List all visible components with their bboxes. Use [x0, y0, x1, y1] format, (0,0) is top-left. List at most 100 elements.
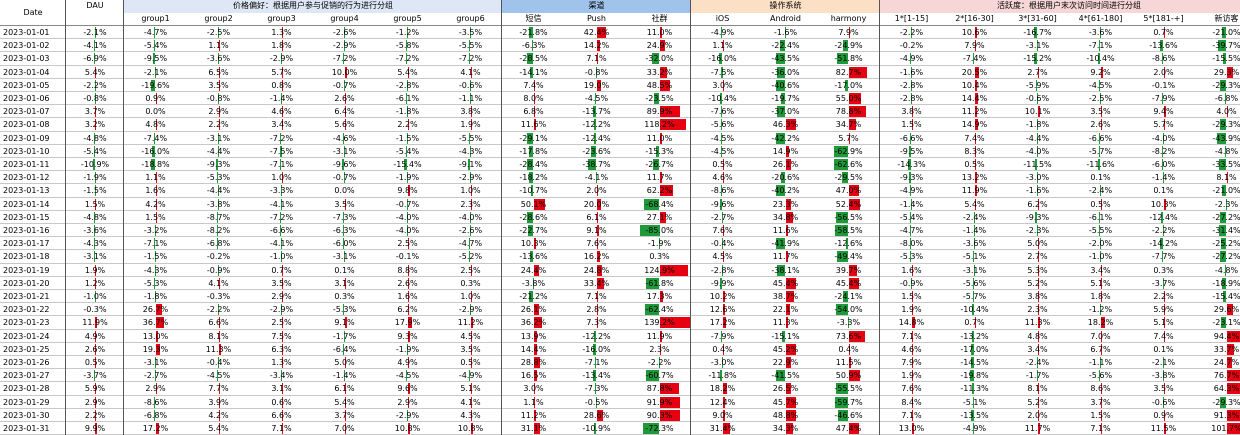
- value-cell: 2.5%: [376, 237, 439, 250]
- value-cell: 2.9%: [187, 105, 250, 118]
- value-label: 8.1%: [187, 330, 250, 343]
- value-cell: 6.5%: [187, 66, 250, 79]
- value-cell: 1.1%: [187, 39, 250, 52]
- value-cell: 4.1%: [187, 277, 250, 290]
- value-cell: -0.6%: [439, 79, 502, 92]
- value-label: 0.5%: [943, 158, 1006, 171]
- value-label: 24.9%: [628, 39, 691, 52]
- column-divider: [65, 0, 66, 435]
- value-label: -1.1%: [1069, 356, 1132, 369]
- value-cell: 10.8%: [439, 422, 502, 435]
- value-label: 5.9%: [1132, 303, 1195, 316]
- value-label: -3.7%: [1132, 277, 1195, 290]
- value-label: -15.4%: [376, 158, 439, 171]
- value-label: -7.4%: [124, 132, 187, 145]
- value-cell: -60.7%: [628, 369, 691, 382]
- value-cell: -10.7%: [502, 184, 565, 197]
- value-label: 13.0%: [880, 422, 943, 435]
- value-label: 7.1%: [880, 409, 943, 422]
- value-label: -6.1%: [1069, 211, 1132, 224]
- value-label: 13.0%: [124, 330, 187, 343]
- value-cell: 9.0%: [691, 409, 754, 422]
- value-label: 10.2%: [691, 290, 754, 303]
- date-cell: 2023-01-17: [0, 237, 66, 250]
- date-cell: 2023-01-13: [0, 184, 66, 197]
- value-label: 0.8%: [250, 79, 313, 92]
- value-label: 0.6%: [250, 396, 313, 409]
- value-cell: -4.8%: [66, 211, 124, 224]
- value-label: 17.2%: [124, 422, 187, 435]
- value-label: -0.8%: [66, 92, 124, 105]
- date-cell: 2023-01-08: [0, 118, 66, 131]
- value-cell: 7.6%: [880, 382, 943, 395]
- value-cell: 0.1%: [1132, 184, 1195, 197]
- value-label: -12.2%: [565, 330, 628, 343]
- value-cell: 4.6%: [250, 105, 313, 118]
- value-label: -13.5%: [943, 409, 1006, 422]
- value-cell: -8.7%: [187, 211, 250, 224]
- value-label: -14.2%: [1132, 237, 1195, 250]
- value-label: 94.4%: [1195, 330, 1240, 343]
- value-label: -4.4%: [187, 145, 250, 158]
- value-cell: -5.4%: [124, 39, 187, 52]
- value-cell: 4.2%: [124, 198, 187, 211]
- value-cell: -2.4%: [943, 211, 1006, 224]
- value-cell: 11.9%: [943, 184, 1006, 197]
- value-cell: -14.1%: [502, 66, 565, 79]
- value-cell: 29.6%: [1195, 303, 1240, 316]
- value-label: -2.8%: [880, 92, 943, 105]
- value-cell: 2.6%: [376, 277, 439, 290]
- value-cell: 45.4%: [754, 277, 817, 290]
- value-label: -3.2%: [124, 224, 187, 237]
- value-cell: 26.1%: [502, 303, 565, 316]
- value-label: 14.9%: [943, 118, 1006, 131]
- value-label: 1.1%: [187, 39, 250, 52]
- value-cell: 13.0%: [880, 422, 943, 435]
- value-label: -29.3%: [1195, 79, 1240, 92]
- value-label: 27.1%: [628, 211, 691, 224]
- value-label: -0.6%: [1006, 92, 1069, 105]
- value-cell: -2.8%: [880, 79, 943, 92]
- value-label: -7.2%: [439, 52, 502, 65]
- value-cell: 8.1%: [187, 330, 250, 343]
- value-label: -5.4%: [124, 39, 187, 52]
- value-cell: 82.7%: [817, 66, 880, 79]
- value-cell: -28.6%: [502, 211, 565, 224]
- value-label: -2.9%: [439, 171, 502, 184]
- value-label: 9.2%: [1069, 66, 1132, 79]
- value-label: 17.2%: [691, 316, 754, 329]
- value-label: 1.8%: [1069, 290, 1132, 303]
- value-label: -7.1%: [250, 158, 313, 171]
- value-cell: 3.8%: [439, 105, 502, 118]
- value-cell: 2.2%: [66, 409, 124, 422]
- value-label: -13.6%: [502, 250, 565, 263]
- value-cell: -5.6%: [1069, 369, 1132, 382]
- value-cell: -4.1%: [250, 237, 313, 250]
- value-label: 47.4%: [817, 422, 880, 435]
- value-label: 22.1%: [754, 303, 817, 316]
- value-label: 8.0%: [502, 92, 565, 105]
- value-cell: -1.7%: [313, 330, 376, 343]
- value-label: -4.9%: [880, 184, 943, 197]
- value-cell: -18.2%: [502, 171, 565, 184]
- value-cell: 10.3%: [1132, 198, 1195, 211]
- value-label: 2.2%: [187, 118, 250, 131]
- date-cell: 2023-01-19: [0, 264, 66, 277]
- value-label: 22.9%: [754, 356, 817, 369]
- value-cell: -13.6%: [1132, 39, 1195, 52]
- value-cell: -5.1%: [943, 396, 1006, 409]
- value-cell: -4.1%: [66, 39, 124, 52]
- value-label: 3.5%: [439, 343, 502, 356]
- value-cell: 2.0%: [565, 184, 628, 197]
- value-label: -2.0%: [1069, 237, 1132, 250]
- value-label: -1.2%: [1069, 303, 1132, 316]
- value-label: -0.2%: [880, 39, 943, 52]
- value-cell: 36.7%: [124, 316, 187, 329]
- value-cell: 2.2%: [376, 118, 439, 131]
- value-label: 2.6%: [1069, 118, 1132, 131]
- value-cell: 11.2%: [502, 409, 565, 422]
- value-label: 3.7%: [313, 409, 376, 422]
- value-label: -4.5%: [691, 145, 754, 158]
- value-cell: -3.8%: [1132, 369, 1195, 382]
- value-cell: -13.6%: [502, 250, 565, 263]
